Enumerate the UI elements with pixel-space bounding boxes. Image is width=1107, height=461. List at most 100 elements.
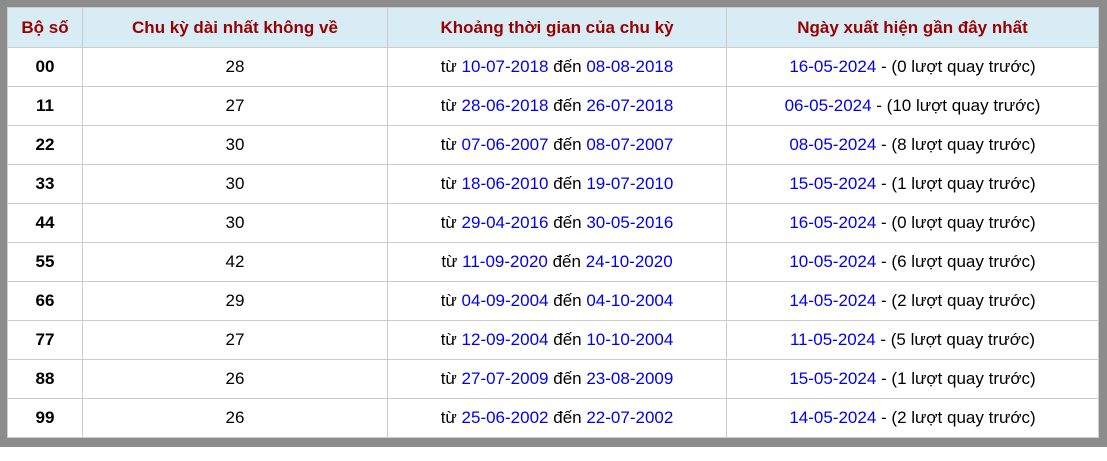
to-label: đến <box>553 408 582 427</box>
cycle-end-date-link[interactable]: 10-10-2004 <box>586 330 674 349</box>
cycle-end-date-link[interactable]: 19-07-2010 <box>586 174 674 193</box>
cycle-range-cell: từ 27-07-2009 đến 23-08-2009 <box>387 359 727 399</box>
latest-appearance-cell: 16-05-2024 - (0 lượt quay trước) <box>726 47 1099 87</box>
header-row: Bộ số Chu kỳ dài nhất không về Khoảng th… <box>7 7 1099 48</box>
cycle-end-date-link[interactable]: 04-10-2004 <box>586 291 674 310</box>
cycle-length: 28 <box>82 47 388 87</box>
cycle-start-date-link[interactable]: 11-09-2020 <box>462 252 548 271</box>
draws-ago-note: - (2 lượt quay trước) <box>881 291 1036 310</box>
latest-date-link[interactable]: 14-05-2024 <box>789 291 877 310</box>
cycle-range-cell: từ 28-06-2018 đến 26-07-2018 <box>387 86 727 126</box>
draws-ago-note: - (6 lượt quay trước) <box>881 252 1036 271</box>
to-label: đến <box>553 174 582 193</box>
cycle-start-date-link[interactable]: 07-06-2007 <box>461 135 549 154</box>
latest-appearance-cell: 06-05-2024 - (10 lượt quay trước) <box>726 86 1099 126</box>
table-header: Bộ số Chu kỳ dài nhất không về Khoảng th… <box>7 7 1099 48</box>
from-label: từ <box>440 408 457 427</box>
table-row: 00 28 từ 10-07-2018 đến 08-08-2018 16-05… <box>7 47 1099 87</box>
from-label: từ <box>441 252 458 271</box>
latest-appearance-cell: 08-05-2024 - (8 lượt quay trước) <box>726 125 1099 165</box>
pair-number: 66 <box>7 281 83 321</box>
cycle-end-date-link[interactable]: 26-07-2018 <box>586 96 674 115</box>
latest-appearance-cell: 11-05-2024 - (5 lượt quay trước) <box>726 320 1099 360</box>
latest-date-link[interactable]: 06-05-2024 <box>784 96 872 115</box>
cycle-range-cell: từ 25-06-2002 đến 22-07-2002 <box>387 398 727 438</box>
cycle-range-cell: từ 29-04-2016 đến 30-05-2016 <box>387 203 727 243</box>
table-row: 44 30 từ 29-04-2016 đến 30-05-2016 16-05… <box>7 203 1099 243</box>
cycle-length: 30 <box>82 164 388 204</box>
cycle-start-date-link[interactable]: 28-06-2018 <box>461 96 549 115</box>
from-label: từ <box>440 330 457 349</box>
cycle-start-date-link[interactable]: 29-04-2016 <box>461 213 549 232</box>
cycle-range-cell: từ 18-06-2010 đến 19-07-2010 <box>387 164 727 204</box>
from-label: từ <box>440 174 457 193</box>
to-label: đến <box>552 252 581 271</box>
cycle-start-date-link[interactable]: 12-09-2004 <box>461 330 549 349</box>
draws-ago-note: - (2 lượt quay trước) <box>881 408 1036 427</box>
cycle-length: 27 <box>82 320 388 360</box>
latest-date-link[interactable]: 15-05-2024 <box>789 174 877 193</box>
latest-date-link[interactable]: 10-05-2024 <box>789 252 877 271</box>
table-row: 33 30 từ 18-06-2010 đến 19-07-2010 15-05… <box>7 164 1099 204</box>
draws-ago-note: - (10 lượt quay trước) <box>876 96 1041 115</box>
latest-date-link[interactable]: 14-05-2024 <box>789 408 877 427</box>
pair-number: 88 <box>7 359 83 399</box>
table-row: 55 42 từ 11-09-2020 đến 24-10-2020 10-05… <box>7 242 1099 282</box>
draws-ago-note: - (0 lượt quay trước) <box>881 57 1036 76</box>
latest-date-link[interactable]: 16-05-2024 <box>789 213 877 232</box>
to-label: đến <box>553 213 582 232</box>
cycle-start-date-link[interactable]: 18-06-2010 <box>461 174 549 193</box>
from-label: từ <box>440 135 457 154</box>
cycle-start-date-link[interactable]: 25-06-2002 <box>461 408 549 427</box>
cycle-length: 42 <box>82 242 388 282</box>
table-row: 99 26 từ 25-06-2002 đến 22-07-2002 14-05… <box>7 398 1099 438</box>
table-frame: Bộ số Chu kỳ dài nhất không về Khoảng th… <box>0 0 1107 447</box>
from-label: từ <box>440 96 457 115</box>
cycle-range-cell: từ 11-09-2020 đến 24-10-2020 <box>387 242 727 282</box>
cycle-end-date-link[interactable]: 08-08-2018 <box>586 57 674 76</box>
latest-appearance-cell: 15-05-2024 - (1 lượt quay trước) <box>726 359 1099 399</box>
cycle-length: 30 <box>82 203 388 243</box>
latest-date-link[interactable]: 16-05-2024 <box>789 57 877 76</box>
pair-number: 55 <box>7 242 83 282</box>
to-label: đến <box>553 291 582 310</box>
pair-number: 11 <box>7 86 83 126</box>
cycle-length: 27 <box>82 86 388 126</box>
cycle-end-date-link[interactable]: 08-07-2007 <box>586 135 674 154</box>
latest-appearance-cell: 16-05-2024 - (0 lượt quay trước) <box>726 203 1099 243</box>
cycle-end-date-link[interactable]: 24-10-2020 <box>585 252 673 271</box>
cycle-start-date-link[interactable]: 10-07-2018 <box>461 57 549 76</box>
header-pair: Bộ số <box>7 7 83 48</box>
pair-number: 99 <box>7 398 83 438</box>
to-label: đến <box>553 57 582 76</box>
cycle-start-date-link[interactable]: 04-09-2004 <box>461 291 549 310</box>
to-label: đến <box>553 369 582 388</box>
table-row: 22 30 từ 07-06-2007 đến 08-07-2007 08-05… <box>7 125 1099 165</box>
from-label: từ <box>440 369 457 388</box>
cycle-range-cell: từ 04-09-2004 đến 04-10-2004 <box>387 281 727 321</box>
header-longest-cycle: Chu kỳ dài nhất không về <box>82 7 388 48</box>
draws-ago-note: - (5 lượt quay trước) <box>880 330 1036 349</box>
cycle-length: 30 <box>82 125 388 165</box>
draws-ago-note: - (8 lượt quay trước) <box>881 135 1036 154</box>
latest-appearance-cell: 14-05-2024 - (2 lượt quay trước) <box>726 398 1099 438</box>
draws-ago-note: - (0 lượt quay trước) <box>881 213 1036 232</box>
latest-date-link[interactable]: 11-05-2024 <box>789 330 876 349</box>
cycle-range-cell: từ 07-06-2007 đến 08-07-2007 <box>387 125 727 165</box>
cycle-end-date-link[interactable]: 30-05-2016 <box>586 213 674 232</box>
cycle-length: 26 <box>82 398 388 438</box>
cycle-end-date-link[interactable]: 23-08-2009 <box>586 369 674 388</box>
draws-ago-note: - (1 lượt quay trước) <box>881 369 1036 388</box>
cycle-end-date-link[interactable]: 22-07-2002 <box>586 408 674 427</box>
header-cycle-range: Khoảng thời gian của chu kỳ <box>387 7 727 48</box>
cycle-start-date-link[interactable]: 27-07-2009 <box>461 369 549 388</box>
to-label: đến <box>553 330 582 349</box>
latest-date-link[interactable]: 08-05-2024 <box>789 135 877 154</box>
from-label: từ <box>440 291 457 310</box>
latest-date-link[interactable]: 15-05-2024 <box>789 369 877 388</box>
table-body: 00 28 từ 10-07-2018 đến 08-08-2018 16-05… <box>7 47 1099 438</box>
draws-ago-note: - (1 lượt quay trước) <box>881 174 1036 193</box>
cycle-range-cell: từ 12-09-2004 đến 10-10-2004 <box>387 320 727 360</box>
cycle-range-cell: từ 10-07-2018 đến 08-08-2018 <box>387 47 727 87</box>
latest-appearance-cell: 10-05-2024 - (6 lượt quay trước) <box>726 242 1099 282</box>
